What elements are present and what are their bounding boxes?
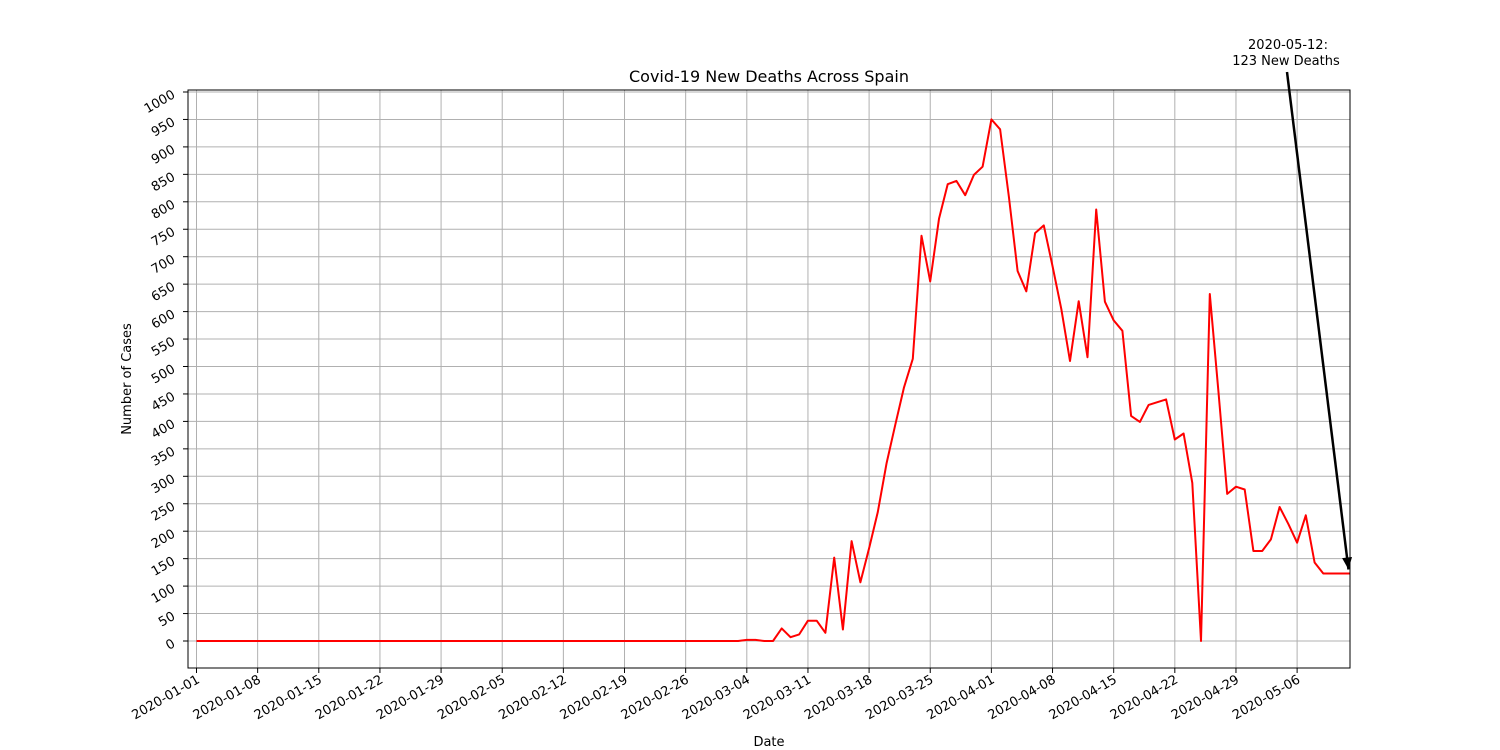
chart-title: Covid-19 New Deaths Across Spain (629, 67, 909, 86)
y-tick-label: 850 (149, 170, 178, 195)
x-tick-label: 2020-02-05 (435, 672, 508, 723)
x-tick-label: 2020-01-15 (252, 672, 325, 723)
x-axis-label: Date (753, 735, 784, 750)
y-tick-label: 1000 (142, 87, 178, 117)
y-tick-label: 800 (149, 197, 178, 222)
series-line-group (196, 118, 1350, 642)
y-tick-label: 600 (149, 307, 178, 332)
grid (188, 90, 1350, 668)
y-tick-label: 350 (149, 444, 178, 469)
x-tick-label: 2020-03-11 (741, 672, 814, 723)
plot-frame (187, 89, 1351, 669)
x-tick-label: 2020-04-08 (986, 672, 1059, 723)
y-tick-label: 100 (149, 582, 178, 607)
y-tick-label: 650 (149, 280, 178, 305)
x-tick-label: 2020-03-25 (863, 672, 936, 723)
x-tick-label: 2020-01-22 (313, 672, 386, 723)
y-tick-label: 50 (156, 609, 178, 630)
y-tick-label: 0 (163, 636, 178, 653)
y-tick-label: 950 (149, 115, 178, 140)
x-tick-label: 2020-03-18 (802, 672, 875, 723)
x-axis: 2020-01-012020-01-082020-01-152020-01-22… (130, 668, 1303, 723)
annotation-text-line1: 2020-05-12: (1248, 38, 1328, 53)
y-tick-label: 300 (149, 472, 178, 497)
y-tick-label: 150 (149, 554, 178, 579)
x-tick-label: 2020-01-08 (191, 672, 264, 723)
x-tick-label: 2020-02-19 (558, 672, 631, 723)
y-tick-label: 250 (149, 499, 178, 524)
x-tick-label: 2020-04-15 (1047, 672, 1120, 723)
x-tick-label: 2020-01-29 (374, 672, 447, 723)
x-tick-label: 2020-02-12 (496, 672, 569, 723)
annotation-text-line2: 123 New Deaths (1232, 54, 1340, 69)
y-tick-label: 900 (149, 142, 178, 167)
x-tick-label: 2020-04-29 (1169, 672, 1242, 723)
y-axis-label: Number of Cases (120, 323, 135, 435)
annotation-arrow-head (1342, 556, 1353, 570)
y-tick-label: 200 (149, 527, 178, 552)
x-tick-label: 2020-05-06 (1230, 672, 1303, 723)
y-tick-label: 700 (149, 252, 178, 277)
x-tick-label: 2020-01-01 (130, 672, 203, 723)
y-tick-label: 500 (149, 362, 178, 387)
x-tick-label: 2020-02-26 (619, 672, 692, 723)
x-tick-label: 2020-04-01 (924, 672, 997, 723)
x-tick-label: 2020-04-22 (1108, 672, 1181, 723)
y-tick-label: 750 (149, 225, 178, 250)
annotation: 2020-05-12: 123 New Deaths (1232, 38, 1353, 570)
series-line (196, 118, 1350, 642)
annotation-arrow-shaft (1285, 71, 1350, 570)
y-tick-label: 400 (149, 417, 178, 442)
x-tick-label: 2020-03-04 (680, 672, 753, 723)
y-tick-label: 550 (149, 335, 178, 360)
y-tick-label: 450 (149, 389, 178, 414)
